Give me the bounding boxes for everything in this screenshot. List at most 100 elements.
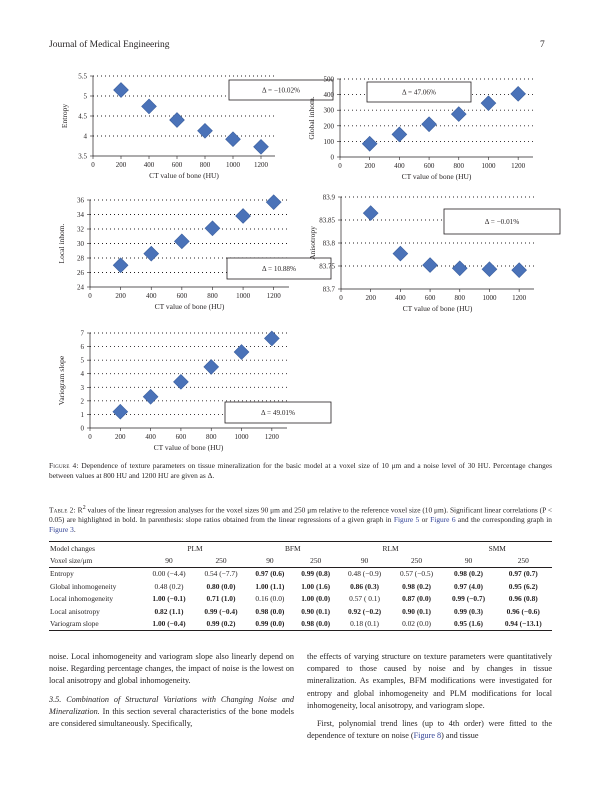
y-tick-label: 32 [77, 226, 85, 234]
data-point [233, 344, 250, 360]
y-tick-label: 100 [324, 138, 335, 146]
y-axis-label: Anisotropy [308, 226, 317, 260]
y-tick-label: 3 [81, 384, 85, 392]
y-axis-label: Entropy [60, 104, 69, 128]
subhead: 250 [390, 554, 443, 568]
table-cell: 0.48 (−0.9) [348, 569, 382, 579]
table-caption-sup: 2 [82, 505, 86, 511]
table-cell: 1.00 (−0.1) [152, 594, 186, 604]
x-tick-label: 800 [207, 292, 218, 300]
table-caption-end: . [73, 525, 76, 535]
delta-annotation: Δ = 49.01% [261, 409, 295, 417]
table-cell: 0.57 (−0.5) [399, 569, 434, 579]
y-axis-label: Variogram slope [57, 355, 66, 405]
body-right-column: the effects of varying structure on text… [307, 651, 552, 748]
figure6-link[interactable]: Figure 6 [430, 515, 456, 525]
data-point [264, 330, 280, 347]
data-point [203, 359, 220, 375]
y-tick-label: 300 [324, 107, 335, 115]
x-tick-label: 0 [91, 161, 95, 169]
data-point [511, 262, 527, 278]
figure5-link[interactable]: Figure 5 [393, 515, 420, 525]
y-axis-label: Global inhom. [307, 96, 316, 139]
data-point [451, 260, 468, 277]
y-axis-label: Local inhom. [57, 223, 66, 263]
body-paragraph: First, polynomial trend lines (up to 4th… [307, 718, 552, 742]
x-tick-label: 1200 [265, 433, 280, 441]
table-cell: 0.82 (1.1) [154, 606, 184, 616]
table-cell: 0.18 (0.1) [338, 617, 391, 631]
table-cell: 0.00 (−4.4) [152, 569, 186, 579]
y-tick-label: 500 [324, 76, 335, 84]
x-tick-label: 1000 [236, 292, 251, 300]
table-cell: 0.94 (−13.1) [494, 617, 552, 631]
y-tick-label: 83.85 [319, 217, 335, 225]
x-tick-label: 1000 [235, 433, 250, 441]
data-point [422, 257, 438, 273]
data-point [174, 233, 190, 250]
y-tick-label: 26 [77, 269, 85, 277]
table-cell: 0.95 (6.2) [508, 581, 538, 591]
subhead: 90 [442, 554, 495, 568]
chart-global-inhomogeneity: 0 100 200 300 400 500 0 200 400 600 800 1000 1200 CT … [307, 76, 533, 181]
table-cell: 0.90 (0.1) [402, 606, 432, 616]
table-cell: 0.96 (0.8) [508, 594, 538, 604]
page-number: 7 [540, 40, 545, 50]
subhead: 250 [494, 554, 552, 568]
para-text-end: ) and tissue [441, 731, 479, 741]
table-caption-or: or [419, 515, 431, 525]
data-point [141, 98, 157, 115]
table-cell: 0.97 (0.7) [508, 569, 538, 579]
table-cell: 0.90 (0.1) [301, 606, 331, 616]
table-cell: 0.71 (1.0) [206, 594, 236, 604]
data-point [225, 131, 241, 148]
data-point [361, 135, 378, 152]
section-text: In this section several characteristics … [49, 706, 294, 729]
x-tick-label: 1200 [511, 162, 525, 170]
x-tick-label: 1000 [481, 162, 496, 170]
subhead: 90 [247, 554, 293, 568]
chart-local-inhomogeneity: 24 26 28 30 32 34 36 0 200 400 600 800 1000 1200 CT va… [57, 194, 332, 311]
x-tick-label: 600 [424, 162, 435, 170]
table-cell: 0.99 (−0.4) [204, 606, 238, 616]
chart-anisotropy: 83.7 83.75 83.8 83.85 83.9 0 200 400 600 800 1000 1… [308, 194, 561, 313]
group-header-smm: SMM [442, 541, 552, 555]
body-paragraph: the effects of varying structure on text… [307, 652, 552, 710]
data-point [391, 126, 408, 143]
data-point [253, 138, 269, 155]
y-tick-label: 34 [77, 211, 85, 219]
data-point [265, 194, 282, 210]
x-tick-label: 1200 [267, 292, 282, 300]
x-tick-label: 0 [339, 294, 343, 302]
subhead: 250 [195, 554, 247, 568]
section-heading: 3.5. Combination of Structural Variation… [49, 694, 294, 716]
y-tick-label: 28 [77, 255, 85, 263]
x-tick-label: 1000 [226, 161, 241, 169]
x-tick-label: 600 [172, 161, 183, 169]
data-point [480, 95, 497, 112]
row-label: Entropy [50, 569, 74, 579]
subhead: 250 [292, 554, 339, 568]
x-tick-label: 200 [365, 294, 376, 302]
data-point [113, 82, 129, 98]
table-cell: 0.48 (0.2) [154, 581, 184, 591]
y-tick-label: 0 [331, 154, 335, 162]
y-tick-label: 5 [84, 93, 88, 101]
figure-caption-text: Dependence of texture parameters on tiss… [49, 461, 552, 480]
regression-table: Model changes PLM BFM RLM SMM Voxel size… [49, 541, 552, 631]
data-point [197, 122, 213, 139]
y-tick-label: 4 [84, 133, 88, 141]
data-point [112, 403, 129, 420]
subhead: 90 [143, 554, 195, 568]
table-row: Variogram slope 1.00 (−0.4) 0.99 (0.2) 0.99… [49, 617, 552, 631]
data-point [392, 245, 409, 262]
figure3-link[interactable]: Figure 3 [49, 525, 74, 535]
table-cell: 0.98 (0.0) [292, 617, 339, 631]
delta-annotation-box [224, 401, 332, 424]
table-header-row: Model changes PLM BFM RLM SMM [49, 541, 552, 555]
row-label: Local anisotropy [50, 606, 100, 616]
table-caption-graph: and the corresponding graph in [455, 515, 552, 525]
data-point [204, 220, 221, 237]
figure8-link[interactable]: Figure 8 [413, 731, 442, 741]
